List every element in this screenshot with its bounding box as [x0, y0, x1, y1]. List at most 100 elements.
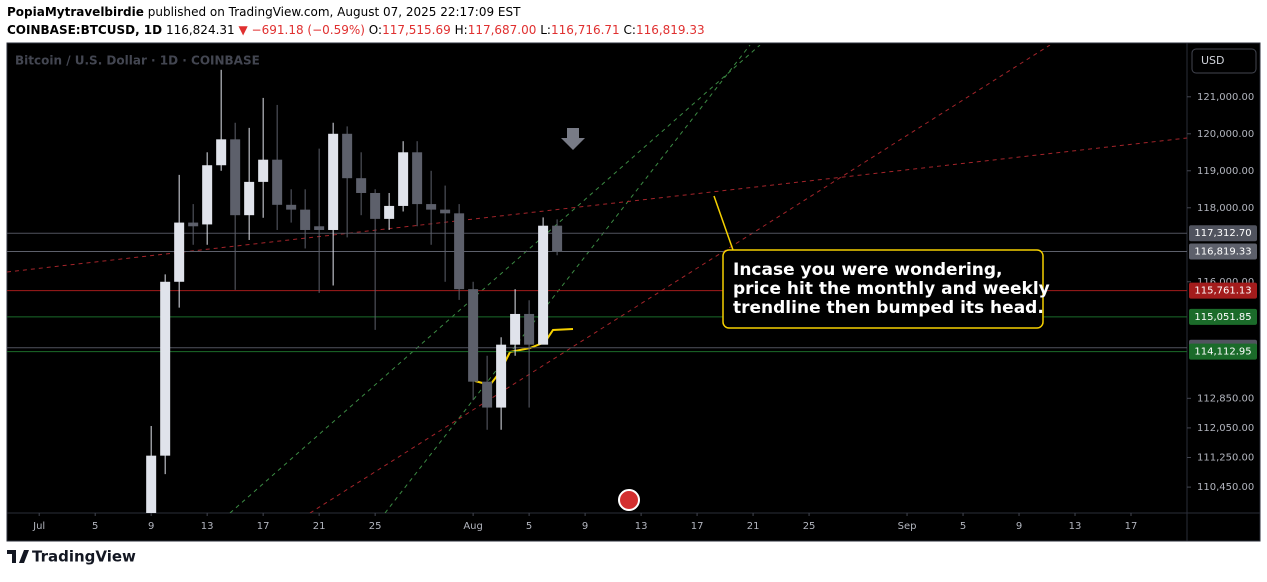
- y-tick-label: 121,000.00: [1197, 92, 1254, 103]
- y-tick-label: 112,050.00: [1197, 423, 1254, 434]
- candle-body: [524, 313, 535, 345]
- callout-line: price hit the monthly and weekly: [733, 279, 1050, 299]
- candle-body: [314, 226, 325, 230]
- x-tick-label: 9: [1016, 521, 1022, 532]
- x-tick-label: 21: [747, 521, 760, 532]
- x-tick-label: 9: [582, 521, 588, 532]
- candle-body: [412, 152, 423, 205]
- candle-body: [538, 225, 549, 345]
- logo: TradingView: [7, 548, 136, 566]
- candle-body: [202, 165, 213, 225]
- price-tag: [1189, 225, 1257, 242]
- price-tag: [1189, 308, 1257, 325]
- candle-body: [482, 381, 493, 408]
- x-tick-label: 17: [691, 521, 704, 532]
- change: ▼ −691.18 (−0.59%): [239, 23, 365, 37]
- trendline: [309, 45, 1051, 513]
- callout-box: [722, 249, 1044, 329]
- x-tick-label: 9: [148, 521, 154, 532]
- x-tick-label: Sep: [898, 521, 917, 532]
- header-line: PopiaMytravelbirdie published on Trading…: [7, 5, 521, 19]
- x-tick-label: 17: [257, 521, 270, 532]
- trendlines: [7, 45, 1187, 513]
- candle-body: [468, 289, 479, 382]
- h: 117,687.00: [468, 23, 537, 37]
- candle-body: [496, 344, 507, 408]
- c: 116,819.33: [636, 23, 705, 37]
- currency: USD: [1201, 54, 1225, 67]
- ohlc-line: COINBASE:BTCUSD, 1D 116,824.31 ▼ −691.18…: [7, 23, 705, 37]
- y-tick-label: 112,850.00: [1197, 393, 1254, 404]
- h-label: H:: [455, 23, 468, 37]
- candle-body: [328, 133, 339, 230]
- callout-text: Incase you were wondering,price hit the …: [733, 260, 1050, 318]
- trendline: [384, 45, 751, 513]
- candle-body: [146, 455, 157, 513]
- price-tag-label: 115,761.13: [1194, 286, 1251, 297]
- candle-body: [552, 225, 563, 252]
- callout-line: Incase you were wondering,: [733, 260, 1003, 280]
- x-tick-label: 17: [1125, 521, 1138, 532]
- candle-body: [454, 213, 465, 290]
- last: 116,824.31: [166, 23, 235, 37]
- l-label: L:: [540, 23, 551, 37]
- x-tick-label: 5: [92, 521, 98, 532]
- candle-body: [300, 209, 311, 230]
- trendline: [229, 45, 761, 513]
- x-tick-label: 21: [313, 521, 326, 532]
- x-tick-label: 13: [201, 521, 214, 532]
- x-tick-label: Aug: [463, 521, 483, 532]
- x-tick-label: 5: [960, 521, 966, 532]
- arrow-icon: [561, 128, 585, 150]
- x-tick-label: 13: [635, 521, 648, 532]
- c-label: C:: [624, 23, 636, 37]
- logo-mark: [7, 550, 29, 563]
- candle-body: [188, 222, 199, 227]
- event-icon: [618, 489, 640, 511]
- candle-body: [160, 281, 171, 456]
- callout-line: trendline then bumped its head.: [733, 298, 1044, 318]
- price-tag-label: 115,051.85: [1194, 312, 1251, 323]
- x-tick-label: 25: [803, 521, 816, 532]
- candle-body: [216, 139, 227, 166]
- candle-body: [356, 178, 367, 193]
- y-tick-label: 119,000.00: [1197, 166, 1254, 177]
- y-tick-label: 110,450.00: [1197, 482, 1254, 493]
- y-tick-label: 111,250.00: [1197, 453, 1254, 464]
- x-tick-label: Jul: [32, 521, 45, 532]
- chart-panel: [6, 42, 1261, 542]
- y-tick-label: 116,000.00: [1197, 277, 1254, 288]
- published: published on TradingView.com, August 07,…: [148, 5, 521, 19]
- price-tag: [1189, 282, 1257, 299]
- price-tag-label: 114,112.95: [1194, 347, 1251, 358]
- l: 116,716.71: [551, 23, 620, 37]
- candle-body: [384, 205, 395, 219]
- candle-body: [426, 204, 437, 210]
- o: 117,515.69: [382, 23, 451, 37]
- y-tick-label: 120,000.00: [1197, 129, 1254, 140]
- price-tag: [1189, 343, 1257, 360]
- x-tick-label: 5: [526, 521, 532, 532]
- candle-body: [342, 133, 353, 179]
- candle-body: [230, 139, 241, 216]
- candle-body: [258, 159, 269, 182]
- author: PopiaMytravelbirdie: [7, 5, 144, 19]
- price-tag-label: 117,312.70: [1194, 228, 1251, 239]
- candle-body: [510, 313, 521, 345]
- candle-body: [440, 209, 451, 214]
- symbol: COINBASE:BTCUSD, 1D: [7, 23, 162, 37]
- watermark: Bitcoin / U.S. Dollar · 1D · COINBASE: [15, 54, 260, 68]
- brand: TradingView: [32, 548, 136, 566]
- o-label: O:: [369, 23, 382, 37]
- candle-body: [370, 192, 381, 219]
- callout-pointer: [713, 195, 734, 251]
- currency-button[interactable]: [1191, 48, 1257, 74]
- candle-body: [272, 159, 283, 205]
- candle-body: [286, 204, 297, 210]
- y-tick-label: 118,000.00: [1197, 203, 1254, 214]
- candle-body: [244, 181, 255, 216]
- price-tag: [1189, 243, 1257, 260]
- x-tick-label: 13: [1069, 521, 1082, 532]
